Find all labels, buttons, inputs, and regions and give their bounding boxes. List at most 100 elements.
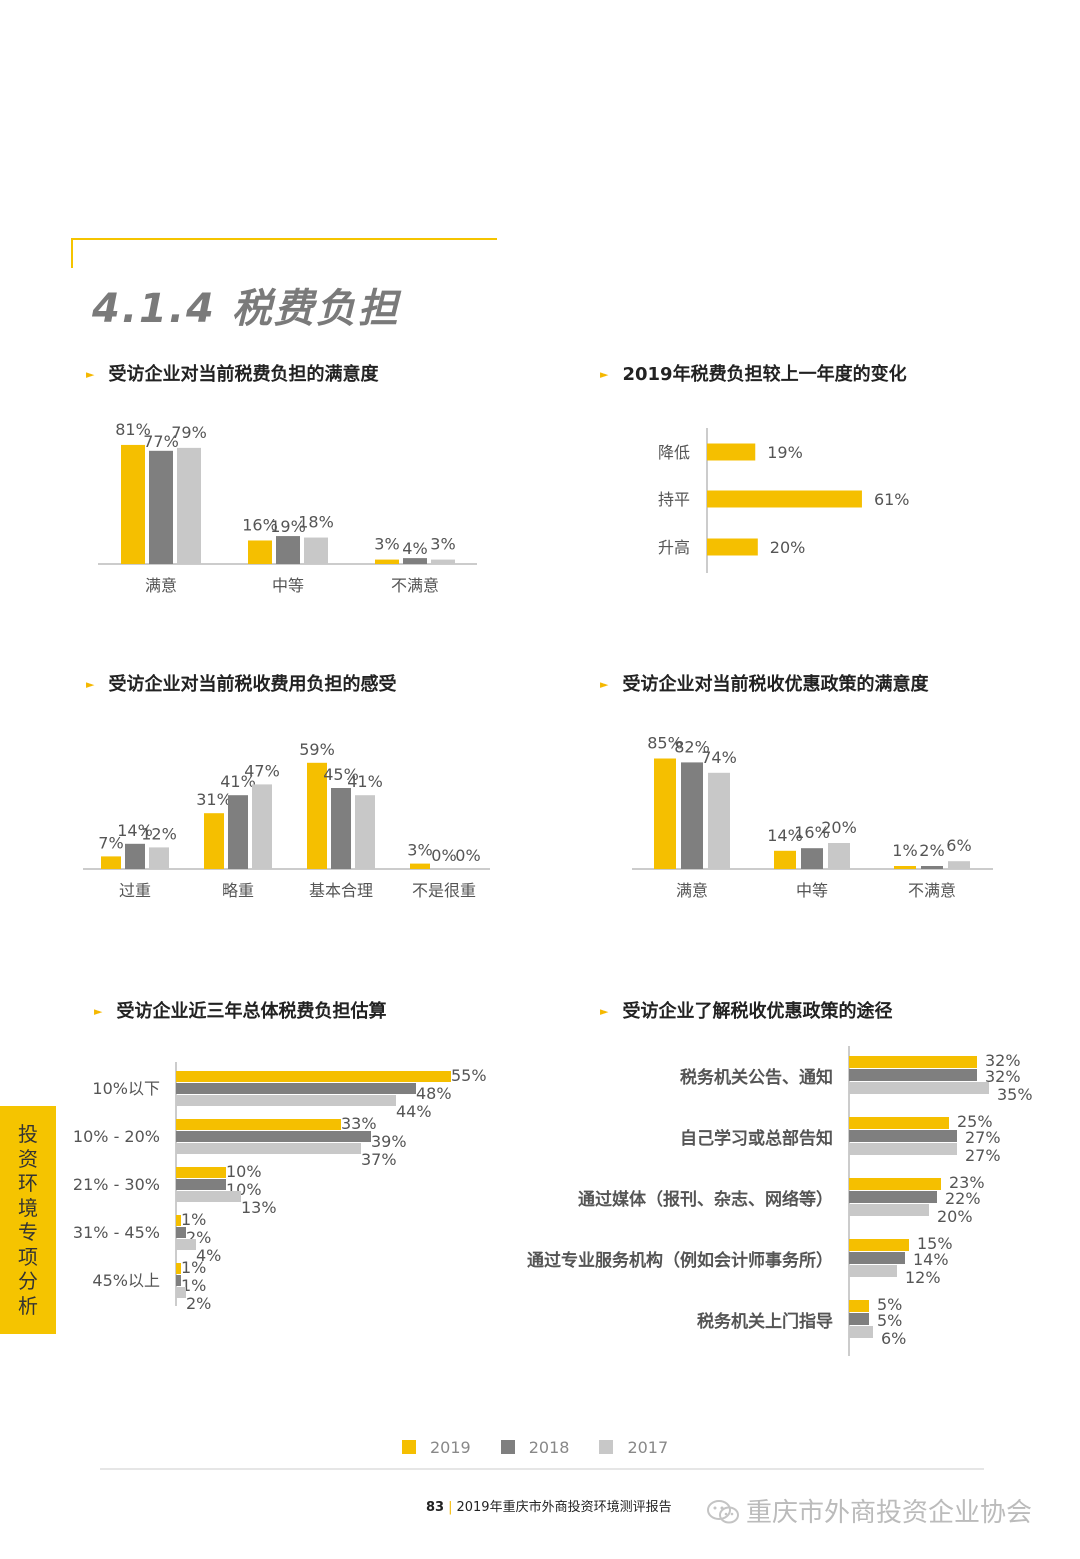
data-label: 1% (892, 841, 917, 860)
bar-2019 (774, 850, 796, 869)
data-label: 82% (674, 737, 710, 756)
data-label: 33% (341, 1114, 377, 1133)
triangle-bullet-icon: ► (86, 678, 95, 691)
data-label: 6% (946, 836, 971, 855)
bar-2018 (176, 1083, 416, 1094)
data-label: 0% (455, 846, 480, 865)
data-label: 2% (919, 841, 944, 860)
data-label: 14% (913, 1250, 949, 1269)
bar-2019 (101, 856, 121, 869)
category-label: 过重 (119, 881, 151, 900)
bar-2019 (121, 444, 145, 564)
data-label: 74% (701, 748, 737, 767)
side-tab-char: 析 (18, 1293, 38, 1318)
bar-2017 (431, 559, 455, 564)
data-label: 20% (821, 818, 857, 837)
category-label: 升高 (658, 538, 690, 557)
category-label: 通过专业服务机构（例如会计师事务所） (527, 1250, 833, 1271)
bar-2018 (801, 848, 823, 869)
category-label: 不满意 (908, 881, 956, 900)
bar-2017 (355, 795, 375, 869)
side-tab-char: 境 (18, 1195, 38, 1220)
triangle-bullet-icon: ► (94, 1005, 103, 1018)
data-label: 48% (416, 1084, 452, 1103)
data-label: 45% (323, 765, 359, 784)
data-label: 1% (181, 1258, 206, 1277)
data-label: 32% (985, 1051, 1021, 1070)
data-label: 37% (361, 1150, 397, 1169)
data-label: 19% (270, 517, 306, 536)
data-label: 12% (141, 824, 177, 843)
data-label: 61% (874, 490, 910, 509)
page-footer: 83 | 2019年重庆市外商投资环境测评报告 (426, 1496, 672, 1515)
data-label: 59% (299, 740, 335, 759)
triangle-bullet-icon: ► (600, 678, 609, 691)
category-label: 45%以上 (92, 1271, 160, 1290)
bar-2019 (849, 1239, 909, 1251)
bar-2017 (304, 537, 328, 564)
side-tab-char: 环 (18, 1171, 38, 1195)
data-label: 32% (985, 1067, 1021, 1086)
side-tab-char: 专 (18, 1220, 38, 1244)
data-label: 14% (767, 826, 803, 845)
category-label: 满意 (145, 576, 177, 595)
data-label: 3% (407, 841, 432, 860)
data-label: 18% (298, 513, 334, 532)
data-label: 27% (965, 1146, 1001, 1165)
category-label: 满意 (676, 881, 708, 900)
category-label: 略重 (222, 881, 254, 900)
bar-2018 (921, 866, 943, 869)
bar-2018 (176, 1131, 371, 1142)
legend-label: 2019 (430, 1438, 471, 1457)
side-tab-label: 投资环境专项分析 (0, 1122, 56, 1318)
bar-2019 (204, 813, 224, 869)
bar-2018 (331, 788, 351, 869)
category-label: 不满意 (391, 576, 439, 595)
data-label: 13% (241, 1198, 277, 1217)
data-label: 31% (196, 790, 232, 809)
category-label: 持平 (658, 490, 690, 509)
bar-2019 (849, 1178, 941, 1190)
chart-title-policy-satisfaction: ► 受访企业对当前税收优惠政策的满意度 (600, 674, 929, 695)
data-label: 41% (220, 772, 256, 791)
legend-label: 2018 (528, 1438, 570, 1457)
data-label: 39% (371, 1132, 407, 1151)
section-rule-top (71, 238, 497, 240)
category-label: 10%以下 (92, 1079, 160, 1098)
data-label: 6% (881, 1329, 906, 1348)
side-tab-char: 资 (18, 1146, 38, 1171)
bar-2018 (849, 1191, 937, 1203)
data-label: 20% (770, 538, 806, 557)
bar-2018 (228, 795, 248, 869)
legend-item-2018: 2018 (500, 1438, 570, 1457)
data-label: 7% (98, 833, 123, 852)
data-label: 15% (917, 1234, 953, 1253)
data-label: 14% (117, 821, 153, 840)
bar-2017 (176, 1287, 186, 1298)
data-label: 5% (877, 1311, 902, 1330)
category-label: 中等 (272, 576, 304, 595)
data-label: 12% (905, 1268, 941, 1287)
bar-2017 (849, 1204, 929, 1216)
bar-2018 (176, 1227, 186, 1238)
bar-2019 (654, 758, 676, 869)
bar-2018 (125, 843, 145, 869)
bar-2017 (176, 1191, 241, 1202)
chart-title-change: ► 2019年税费负担较上一年度的变化 (600, 364, 907, 385)
chart-legend: 2019 2018 2017 (402, 1438, 698, 1462)
legend-swatch (599, 1440, 614, 1454)
bar-2019 (707, 538, 758, 556)
bar-2018 (849, 1313, 869, 1325)
legend-swatch (500, 1440, 515, 1454)
page-number: 83 (426, 1500, 445, 1515)
bar-2017 (176, 1095, 396, 1106)
bar-2019 (176, 1071, 451, 1082)
data-label: 22% (945, 1189, 981, 1208)
bar-2019 (707, 443, 756, 461)
bar-2019 (410, 863, 430, 869)
data-label: 25% (957, 1112, 993, 1131)
legend-label: 2017 (627, 1438, 669, 1457)
data-label: 77% (143, 432, 179, 451)
section-rule-left (71, 238, 73, 268)
